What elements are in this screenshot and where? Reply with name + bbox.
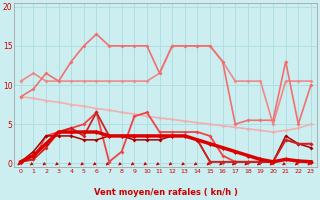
X-axis label: Vent moyen/en rafales ( kn/h ): Vent moyen/en rafales ( kn/h ) — [94, 188, 238, 197]
